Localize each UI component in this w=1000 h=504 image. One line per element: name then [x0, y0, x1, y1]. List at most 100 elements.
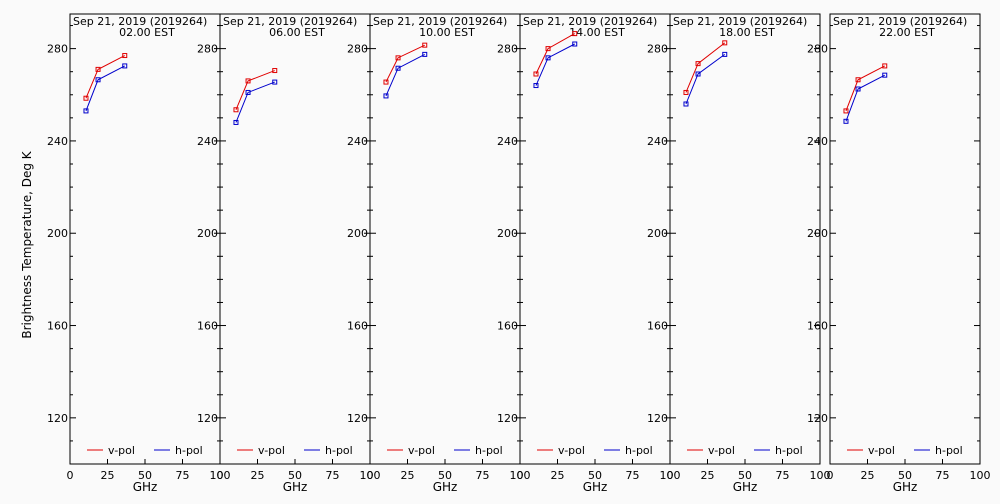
x-tick-label: 25	[401, 469, 415, 482]
series-line-v-pol	[685, 42, 726, 93]
y-tick-label: 240	[197, 135, 218, 148]
panel-subtitle: 06.00 EST	[269, 26, 325, 39]
panel-title: Sep 21, 2019 (2019264)	[833, 15, 967, 28]
x-tick-label: 75	[476, 469, 490, 482]
y-tick-label: 240	[47, 135, 68, 148]
series-line-v-pol	[385, 44, 425, 83]
y-tick-label: 280	[497, 43, 518, 56]
panel-4: 120 160 200 240 280 0 25 50 75 100 GHz Sep 21, 2019…	[497, 13, 681, 494]
panel-1: 120 160 200 240 280 0 25 50 75 100 GHz Sep 21, 2019…	[47, 13, 231, 494]
x-tick-label: 25	[101, 469, 115, 482]
x-tick-label: 0	[667, 469, 674, 482]
data-point-v-pol	[533, 71, 539, 77]
series-line-h-pol	[535, 43, 575, 86]
panel-subtitle: 22.00 EST	[879, 26, 935, 39]
x-tick-label: 50	[738, 469, 752, 482]
series-line-v-pol	[845, 65, 885, 112]
x-tick-label: 50	[588, 469, 602, 482]
y-tick-label: 160	[197, 320, 218, 333]
data-point-h-pol	[95, 77, 101, 83]
data-point-v-pol	[695, 61, 701, 67]
data-point-v-pol	[95, 66, 101, 72]
legend-label-h-pol: h-pol	[325, 444, 353, 457]
panel-subtitle: 14.00 EST	[569, 26, 625, 39]
y-tick-label: 160	[807, 320, 828, 333]
x-axis-label: GHz	[733, 480, 758, 494]
x-axis-label: GHz	[133, 480, 158, 494]
series-line-h-pol	[685, 53, 726, 105]
y-tick-label: 200	[647, 227, 668, 240]
y-tick-label: 120	[807, 412, 828, 425]
y-tick-label: 200	[47, 227, 68, 240]
panel-6: 120 160 200 240 280 0 25 50 75 100 GHz Sep 21, 2019…	[807, 13, 991, 494]
data-point-h-pol	[395, 65, 401, 71]
panel-subtitle: 18.00 EST	[719, 26, 775, 39]
y-tick-label: 240	[497, 135, 518, 148]
legend-label-v-pol: v-pol	[258, 444, 285, 457]
series-line-h-pol	[845, 74, 885, 122]
x-tick-label: 25	[251, 469, 265, 482]
data-point-v-pol	[245, 78, 251, 84]
x-tick-label: 50	[138, 469, 152, 482]
x-tick-label: 100	[210, 469, 231, 482]
series-line-v-pol	[235, 70, 275, 110]
data-point-h-pol	[683, 101, 689, 107]
data-point-h-pol	[843, 118, 849, 124]
data-point-h-pol	[272, 79, 278, 85]
data-point-v-pol	[83, 95, 89, 101]
y-axis-label: Brightness Temperature, Deg K	[20, 150, 34, 338]
panels-group: 120 160 200 240 280 0 25 50 75 100 GHz Sep 21, 2019…	[47, 13, 991, 494]
legend-label-v-pol: v-pol	[108, 444, 135, 457]
panel-title: Sep 21, 2019 (2019264)	[373, 15, 507, 28]
data-point-h-pol	[422, 51, 428, 57]
panel-subtitle: 10.00 EST	[419, 26, 475, 39]
series-line-v-pol	[535, 33, 575, 75]
y-tick-label: 240	[807, 135, 828, 148]
x-tick-label: 100	[360, 469, 381, 482]
data-point-h-pol	[245, 89, 251, 95]
x-tick-label: 100	[660, 469, 681, 482]
x-tick-label: 25	[861, 469, 875, 482]
panel-frame	[829, 13, 981, 465]
data-point-v-pol	[233, 107, 239, 113]
data-point-v-pol	[855, 77, 861, 83]
data-point-h-pol	[233, 119, 239, 125]
y-tick-label: 280	[197, 43, 218, 56]
x-axis-label: GHz	[893, 480, 918, 494]
y-tick-label: 200	[807, 227, 828, 240]
y-tick-label: 240	[347, 135, 368, 148]
y-tick-label: 160	[497, 320, 518, 333]
data-point-v-pol	[843, 108, 849, 114]
data-point-h-pol	[882, 72, 888, 78]
legend-label-v-pol: v-pol	[708, 444, 735, 457]
data-point-h-pol	[83, 108, 89, 114]
x-tick-label: 50	[438, 469, 452, 482]
data-point-v-pol	[383, 79, 389, 85]
y-tick-label: 160	[47, 320, 68, 333]
panel-3: 120 160 200 240 280 0 25 50 75 100 GHz Sep 21, 2019…	[347, 13, 531, 494]
legend-label-v-pol: v-pol	[408, 444, 435, 457]
y-tick-label: 240	[647, 135, 668, 148]
legend-label-v-pol: v-pol	[868, 444, 895, 457]
data-point-v-pol	[572, 31, 578, 37]
data-point-h-pol	[855, 86, 861, 92]
x-tick-label: 0	[367, 469, 374, 482]
panel-title: Sep 21, 2019 (2019264)	[73, 15, 207, 28]
series-line-v-pol	[85, 55, 125, 99]
data-point-v-pol	[122, 53, 128, 59]
data-point-v-pol	[882, 63, 888, 69]
x-tick-label: 0	[517, 469, 524, 482]
y-tick-label: 120	[197, 412, 218, 425]
series-line-h-pol	[235, 81, 275, 123]
panel-frame	[669, 13, 821, 465]
y-tick-label: 200	[197, 227, 218, 240]
data-point-h-pol	[383, 93, 389, 99]
y-tick-label: 160	[647, 320, 668, 333]
legend-label-h-pol: h-pol	[175, 444, 203, 457]
series-line-h-pol	[85, 65, 125, 112]
y-tick-label: 280	[807, 43, 828, 56]
x-tick-label: 75	[776, 469, 790, 482]
data-point-h-pol	[695, 71, 701, 77]
y-tick-label: 120	[347, 412, 368, 425]
